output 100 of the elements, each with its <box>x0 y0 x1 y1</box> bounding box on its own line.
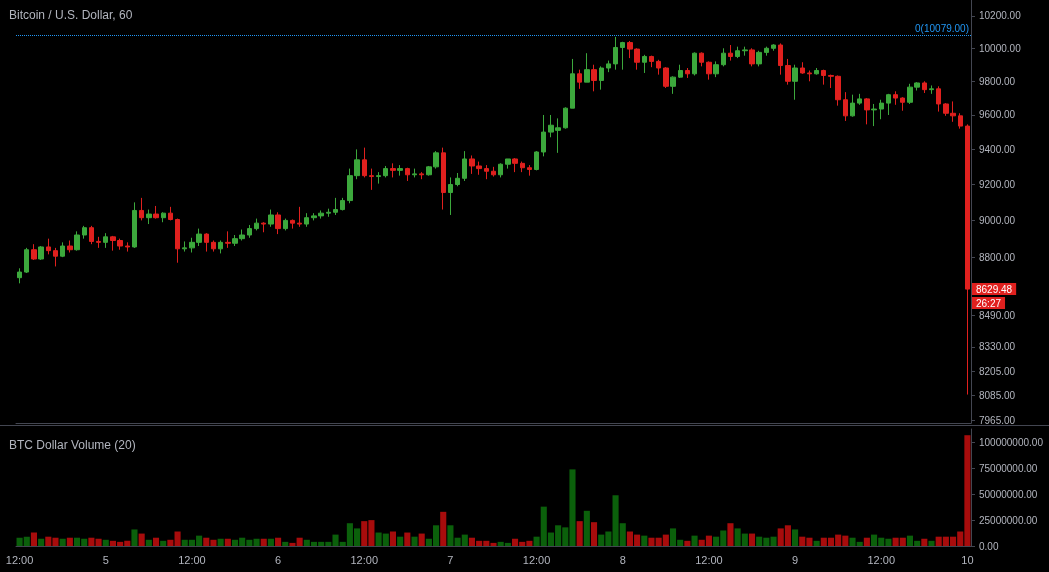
candlestick <box>742 46 748 57</box>
candlestick <box>31 243 37 261</box>
candlestick <box>448 176 453 216</box>
candlestick <box>663 66 669 89</box>
candlestick <box>649 55 654 68</box>
candlestick <box>512 157 518 173</box>
x-tick-label: 7 <box>447 553 454 566</box>
candlestick <box>168 206 173 221</box>
candlestick <box>728 44 733 62</box>
candlestick <box>441 147 446 211</box>
candlestick <box>800 61 805 75</box>
candlestick <box>900 96 905 112</box>
y-tick-label: 8330.00 <box>979 341 1016 353</box>
candlestick <box>254 218 259 231</box>
candlestick <box>268 209 274 228</box>
candlestick <box>864 97 870 125</box>
y-tick-label: 75000000.00 <box>979 462 1038 474</box>
bar <box>397 536 404 546</box>
candlestick <box>491 166 496 178</box>
candlestick <box>527 164 532 177</box>
candlestick <box>405 167 410 182</box>
candlestick <box>304 212 309 228</box>
y-tick-label: 8205.00 <box>979 366 1016 377</box>
bar <box>684 540 691 546</box>
y-tick-label: 8800.00 <box>979 251 1016 263</box>
bar <box>928 540 935 546</box>
candlestick <box>369 168 374 191</box>
candlestick <box>520 161 525 173</box>
candlestick <box>419 171 424 180</box>
bar <box>863 537 870 546</box>
candlestick <box>53 247 58 267</box>
x-tick-label: 10 <box>961 553 974 566</box>
bar <box>38 538 45 546</box>
candlestick <box>38 245 44 261</box>
text: 8629.48 <box>976 283 1013 295</box>
y-tick-label: 9800.00 <box>979 75 1016 87</box>
bar <box>282 541 289 546</box>
candlestick <box>74 230 80 252</box>
candlestick <box>397 164 403 177</box>
candlestick <box>563 106 568 130</box>
candlestick <box>541 114 546 157</box>
candlestick <box>283 218 288 231</box>
candlestick <box>606 60 611 73</box>
y-tick-label: 9000.00 <box>979 214 1016 226</box>
candlestick <box>498 162 503 178</box>
candlestick <box>642 54 647 74</box>
bar <box>289 542 296 546</box>
candlestick <box>713 60 719 78</box>
x-tick-label: 12:00 <box>695 553 723 566</box>
candlestick <box>670 75 676 95</box>
x-tick-label: 8 <box>619 553 626 566</box>
candlestick <box>929 84 934 95</box>
candlestick <box>814 67 819 76</box>
candlestick <box>333 197 338 216</box>
bar <box>138 533 145 546</box>
bar <box>389 531 397 546</box>
bar <box>224 538 231 546</box>
x-tick-label: 12:00 <box>178 553 206 566</box>
y-tick-label: 50000000.00 <box>979 488 1038 500</box>
candlestick <box>756 50 762 67</box>
candlestick <box>17 267 22 284</box>
y-tick-label: 10000.00 <box>979 42 1022 54</box>
candlestick <box>182 240 187 253</box>
candlestick <box>60 241 65 258</box>
candlestick <box>146 209 152 225</box>
candlestick <box>455 172 460 187</box>
y-tick-label: 100000000.00 <box>979 436 1044 448</box>
bar <box>792 529 799 546</box>
candlestick <box>699 51 704 67</box>
candlestick <box>785 58 791 86</box>
candlestick <box>871 103 877 127</box>
candlestick <box>125 241 130 253</box>
x-tick-label: 12:00 <box>867 553 896 566</box>
y-tick-label: 9200.00 <box>979 179 1016 191</box>
candlestick <box>505 158 511 170</box>
candlestick <box>153 205 159 220</box>
candlestick <box>922 80 927 94</box>
candlestick <box>692 51 697 76</box>
bar <box>447 525 454 546</box>
candlestick <box>958 112 963 130</box>
y-tick-label: 10200.00 <box>979 10 1022 22</box>
bar <box>131 529 138 546</box>
candlestick <box>82 225 87 240</box>
bar <box>275 537 282 546</box>
bar <box>748 533 756 546</box>
candlestick <box>735 46 740 59</box>
bar <box>296 537 303 546</box>
candlestick <box>843 91 848 122</box>
candlestick <box>96 236 101 249</box>
bar <box>30 532 37 546</box>
candlestick <box>462 150 467 182</box>
candlestick <box>792 64 798 101</box>
candlestick <box>103 232 108 249</box>
candlestick <box>570 58 575 109</box>
bar <box>727 523 734 546</box>
y-tick-label: 9600.00 <box>979 109 1016 121</box>
bar <box>102 539 109 546</box>
bar <box>418 533 425 546</box>
bar <box>95 538 102 546</box>
bar <box>167 539 174 546</box>
